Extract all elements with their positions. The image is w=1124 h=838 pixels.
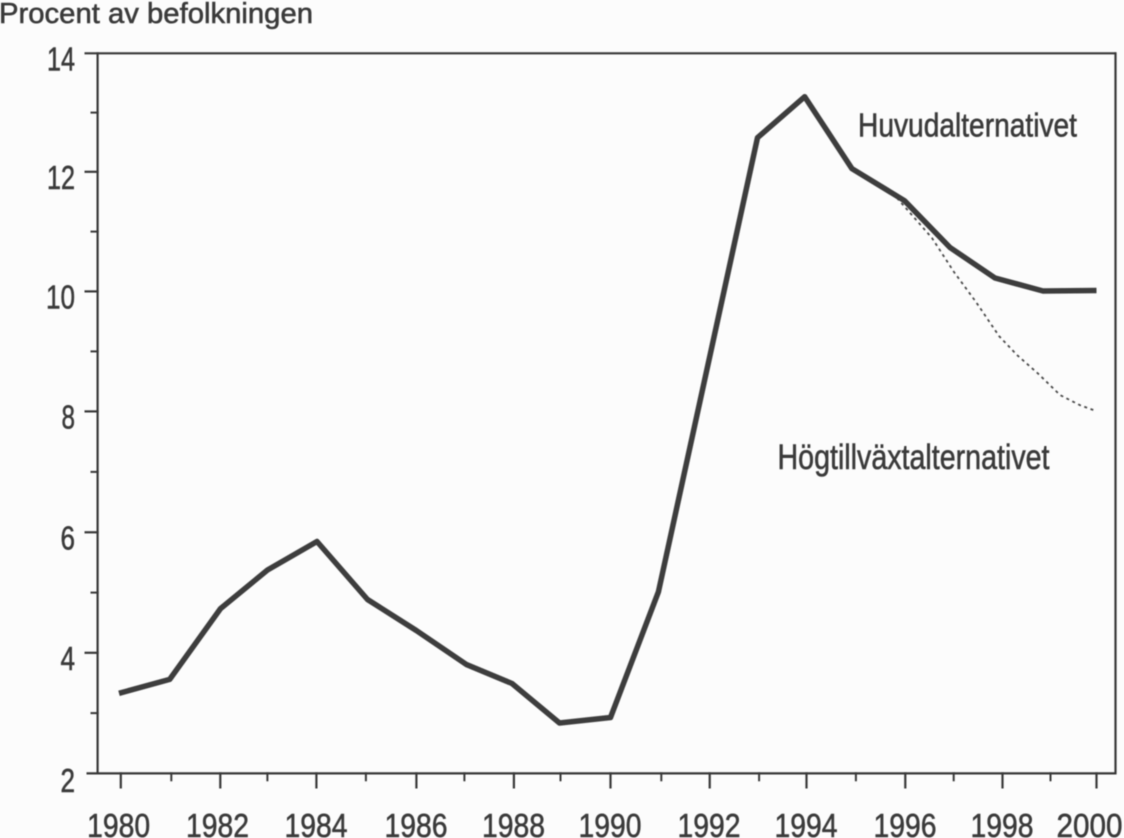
svg-text:1998: 1998 bbox=[971, 807, 1034, 838]
svg-text:10: 10 bbox=[46, 279, 75, 316]
svg-text:Huvudalternativet: Huvudalternativet bbox=[858, 107, 1077, 144]
svg-text:1992: 1992 bbox=[678, 807, 741, 838]
svg-text:1990: 1990 bbox=[579, 807, 642, 838]
svg-text:1988: 1988 bbox=[482, 807, 545, 838]
svg-text:Högtillväxtalternativet: Högtillväxtalternativet bbox=[778, 438, 1050, 477]
svg-text:2000: 2000 bbox=[1057, 807, 1123, 838]
svg-text:1996: 1996 bbox=[874, 807, 937, 838]
svg-text:8: 8 bbox=[62, 399, 76, 436]
svg-text:1994: 1994 bbox=[775, 807, 838, 838]
svg-text:1980: 1980 bbox=[87, 807, 150, 838]
svg-text:1986: 1986 bbox=[385, 807, 448, 838]
svg-text:6: 6 bbox=[61, 520, 76, 557]
svg-text:12: 12 bbox=[47, 159, 75, 196]
svg-text:14: 14 bbox=[47, 41, 75, 78]
svg-text:1982: 1982 bbox=[186, 807, 249, 838]
svg-text:2: 2 bbox=[61, 762, 76, 799]
svg-text:Procent av befolkningen: Procent av befolkningen bbox=[0, 0, 313, 30]
svg-text:1984: 1984 bbox=[285, 807, 348, 838]
svg-text:4: 4 bbox=[61, 640, 76, 677]
